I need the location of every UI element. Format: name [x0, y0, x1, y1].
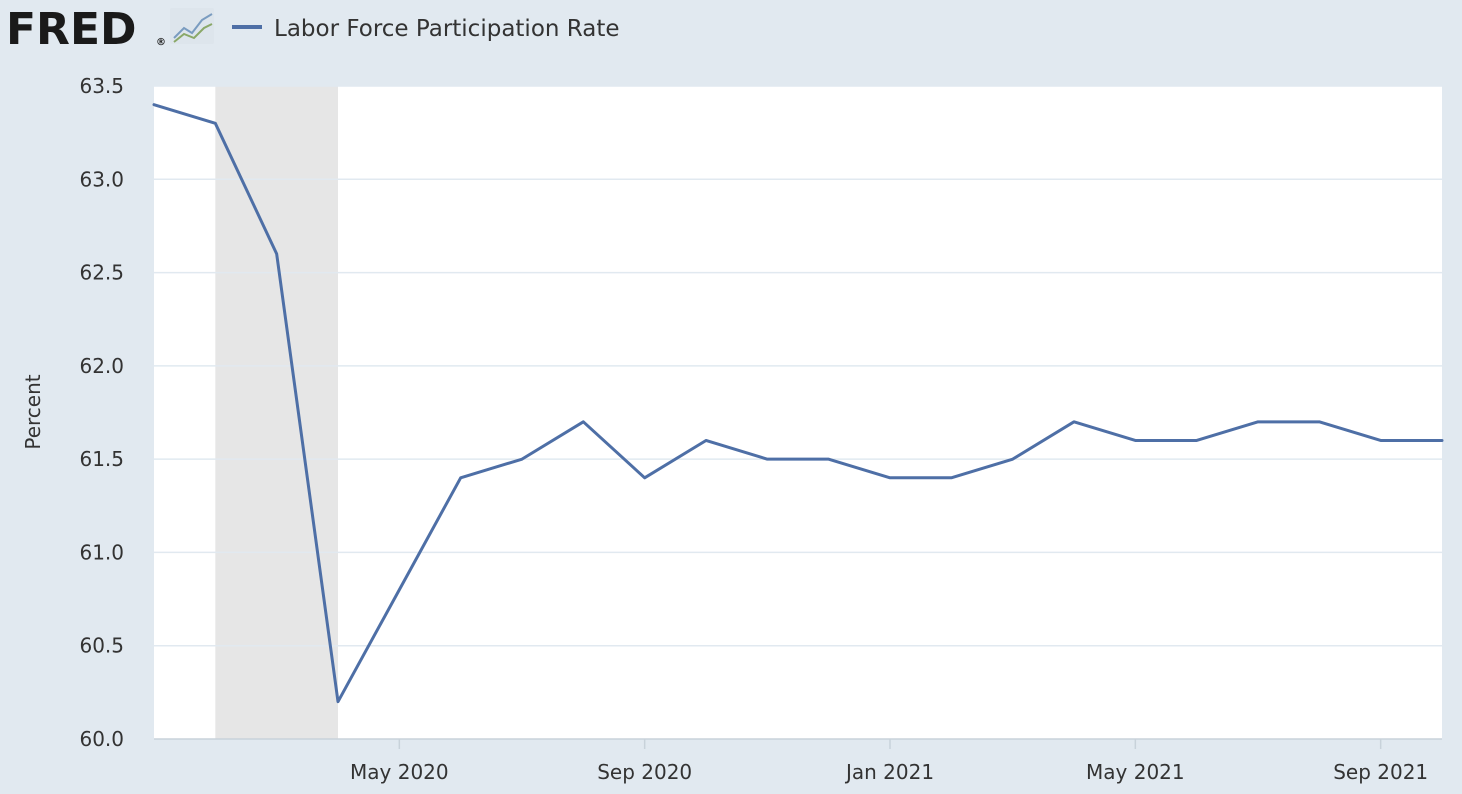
data-point: [827, 457, 830, 461]
data-point: [275, 252, 278, 256]
recession-band-0: [215, 86, 338, 739]
data-point: [888, 476, 892, 479]
data-point: [459, 476, 462, 479]
fred-logo[interactable]: FRED ®: [6, 4, 214, 55]
data-point: [582, 420, 585, 424]
data-point: [398, 588, 401, 591]
data-point: [1195, 439, 1198, 442]
data-point: [336, 700, 340, 703]
data-point: [766, 457, 769, 461]
series-layer: [152, 103, 1444, 704]
data-point: [1256, 420, 1260, 424]
data-point: [1440, 439, 1444, 442]
y-tick-label: 61.0: [79, 540, 124, 564]
recession-shading-layer: [215, 86, 338, 739]
logo-registered-mark: ®: [156, 37, 166, 48]
legend: Labor Force Participation Rate: [232, 16, 620, 42]
data-point: [643, 476, 646, 479]
logo-text: FRED: [6, 4, 137, 55]
x-tick-label: Jan 2021: [844, 760, 934, 784]
data-point: [1134, 439, 1137, 442]
data-point: [1072, 420, 1076, 424]
y-tick-label: 63.5: [79, 74, 124, 98]
plot-area: [154, 86, 1442, 739]
data-point: [1379, 439, 1382, 442]
x-tick-label: Sep 2021: [1333, 760, 1428, 784]
data-point: [520, 457, 524, 461]
data-point: [950, 476, 953, 479]
y-axis-title: Percent: [21, 374, 45, 449]
data-point: [704, 439, 708, 442]
x-tick-label: Sep 2020: [597, 760, 692, 784]
legend-label: Labor Force Participation Rate: [274, 16, 620, 42]
data-point: [1318, 420, 1321, 424]
y-axis: 60.0 60.5 61.0 61.5 62.0 62.5 63.0 63.5: [79, 74, 124, 751]
x-axis: May 2020 Sep 2020 Jan 2021 May 2021 Sep 2021: [154, 738, 1442, 784]
y-tick-label: 62.0: [79, 354, 124, 378]
y-tick-label: 60.0: [79, 727, 124, 751]
data-point: [1011, 457, 1014, 461]
x-tick-label: May 2021: [1086, 760, 1185, 784]
y-tick-label: 63.0: [79, 167, 124, 191]
y-tick-label: 62.5: [79, 261, 124, 285]
line-chart-icon: [170, 8, 214, 44]
y-tick-label: 61.5: [79, 447, 124, 471]
y-tick-label: 60.5: [79, 634, 124, 658]
series-line-0: [152, 103, 1444, 704]
data-point: [152, 103, 156, 106]
x-tick-label: May 2020: [350, 760, 449, 784]
data-point: [214, 122, 217, 125]
